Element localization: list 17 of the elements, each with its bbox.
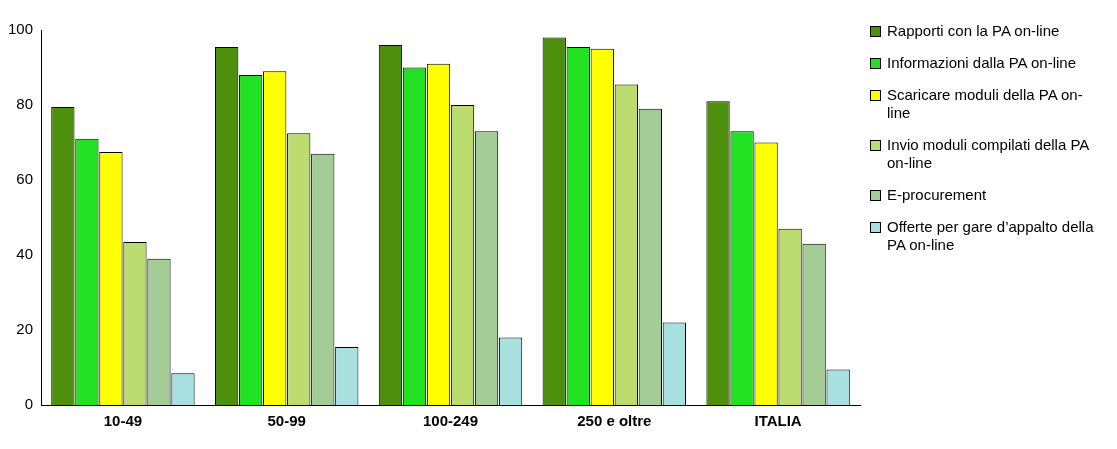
x-tick-label: 10-49 — [103, 412, 143, 430]
y-tick-label: 60 — [16, 170, 34, 188]
legend-label: Invio moduli compilati della PA on-line — [887, 136, 1090, 172]
x-tick-label: 100-249 — [422, 412, 479, 430]
legend-label: Scaricare moduli della PA on-line — [887, 86, 1084, 122]
x-tick-label: 250 e oltre — [577, 412, 652, 430]
legend-label: Rapporti con la PA on-line — [887, 22, 1060, 40]
y-tick-label: 20 — [16, 320, 34, 338]
y-tick-label: 80 — [16, 95, 34, 113]
x-tick-label: 50-99 — [267, 412, 306, 430]
y-tick-label: 40 — [16, 245, 34, 263]
legend-label: E-procurement — [887, 186, 987, 204]
legend-label: Offerte per gare d’appalto della PA on-line — [887, 218, 1095, 254]
y-tick-label: 100 — [8, 20, 34, 38]
legend-label: Informazioni dalla PA on-line — [887, 54, 1076, 72]
x-tick-label: ITALIA — [754, 412, 802, 430]
y-tick-label: 0 — [24, 395, 34, 413]
